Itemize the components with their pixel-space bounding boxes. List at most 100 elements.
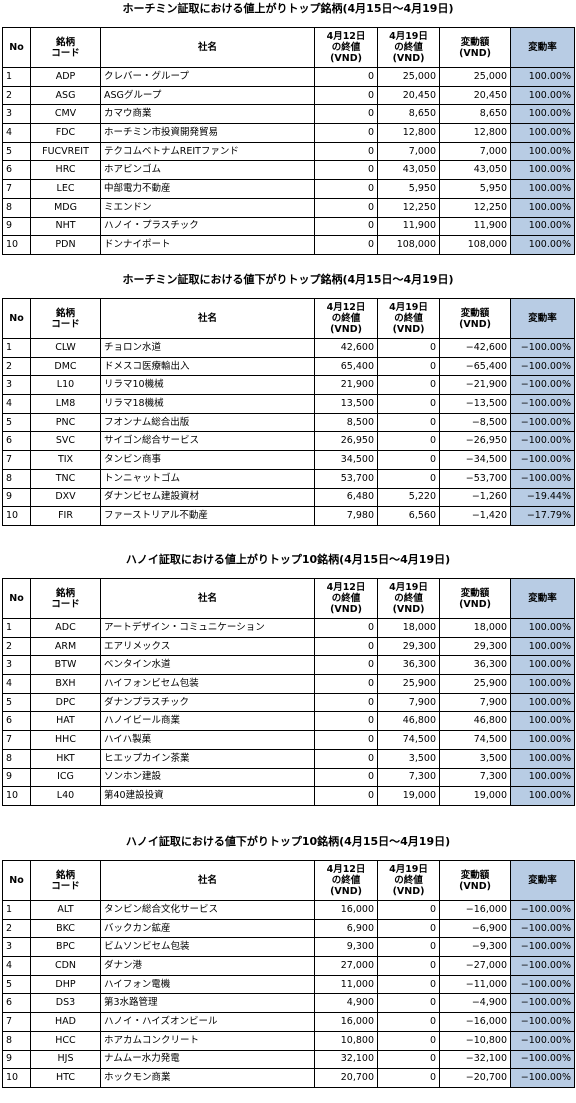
table-cell: 36,300: [377, 655, 440, 676]
table-section: ホーチミン証取における値下がりトップ銘柄(4月15日～4月19日) No 銘柄 コー…: [0, 271, 576, 526]
table-cell: −19.44%: [510, 487, 575, 508]
table-cell: ハイフォンビセム包装: [100, 674, 315, 694]
table-cell: 25,000: [439, 67, 511, 87]
header-cell: 社名: [100, 298, 315, 339]
table-cell: 7: [2, 1012, 31, 1032]
header-cell: 4月12日 の終値 (VND): [314, 298, 378, 339]
table-cell: −1,420: [439, 506, 511, 526]
table-row: 9 HJS ナムムー水力発電 32,100 0 −32,100 −100.00%: [2, 1049, 575, 1070]
table-cell: −26,950: [439, 431, 511, 452]
header-cell: No: [2, 298, 31, 339]
table-cell: ナムムー水力発電: [100, 1049, 315, 1070]
table-cell: 10,800: [314, 1030, 378, 1051]
table-cell: −1,260: [439, 487, 511, 508]
table-cell: 0: [314, 692, 378, 713]
table-cell: 8: [2, 748, 31, 769]
table-cell: ホックモン商業: [100, 1068, 315, 1088]
table-cell: DMC: [30, 356, 101, 377]
table-cell: −100.00%: [510, 900, 575, 920]
table-cell: HKT: [30, 748, 101, 769]
table-cell: 0: [314, 235, 378, 255]
table-cell: 2: [2, 356, 31, 377]
table-cell: −100.00%: [510, 412, 575, 433]
table-cell: ダナン港: [100, 956, 315, 976]
table-cell: 9: [2, 216, 31, 237]
table-cell: 0: [314, 197, 378, 218]
header-cell: 4月12日 の終値 (VND): [314, 27, 378, 68]
header-row: No 銘柄 コード 社名 4月12日 の終値 (VND) 4月19日 の終値 (VND)…: [2, 578, 575, 619]
table-cell: 8,650: [439, 104, 511, 125]
table-cell: アートデザイン・コミュニケーション: [100, 618, 315, 638]
table-row: 10 PDN ドンナイポート 0 108,000 108,000 100.00%: [2, 235, 575, 255]
header-cell: No: [2, 860, 31, 901]
table-cell: ハノイ・プラスチック: [100, 216, 315, 237]
table-cell: HTC: [30, 1068, 101, 1088]
table-cell: 100.00%: [510, 67, 575, 87]
table-cell: カマウ商業: [100, 104, 315, 125]
table-cell: 9: [2, 767, 31, 788]
table-row: 3 CMV カマウ商業 0 8,650 8,650 100.00%: [2, 104, 575, 125]
header-cell: 4月12日 の終値 (VND): [314, 860, 378, 901]
table-cell: ALT: [30, 900, 101, 920]
data-table: No 銘柄 コード 社名 4月12日 の終値 (VND) 4月19日 の終値 (VND)…: [2, 27, 575, 255]
table-row: 9 NHT ハノイ・プラスチック 0 11,900 11,900 100.00%: [2, 216, 575, 237]
table-cell: 74,500: [439, 730, 511, 750]
table-cell: 0: [314, 748, 378, 769]
table-cell: BTW: [30, 655, 101, 676]
table-row: 6 HRC ホアビンゴム 0 43,050 43,050 100.00%: [2, 160, 575, 181]
table-cell: 26,950: [314, 431, 378, 452]
table-cell: −100.00%: [510, 956, 575, 976]
table-cell: 0: [377, 1068, 440, 1088]
table-cell: 5,950: [439, 179, 511, 199]
table-cell: 6,480: [314, 487, 378, 508]
table-cell: 第3水路管理: [100, 993, 315, 1014]
table-cell: 6: [2, 431, 31, 452]
header-cell: 変動率: [510, 27, 575, 68]
table-cell: HAD: [30, 1012, 101, 1032]
table-cell: −100.00%: [510, 1030, 575, 1051]
table-cell: 16,000: [314, 900, 378, 920]
table-cell: 20,450: [377, 85, 440, 106]
table-cell: 29,300: [439, 636, 511, 657]
table-row: 7 TIX タンビン商事 34,500 0 −34,500 −100.00%: [2, 450, 575, 470]
table-row: 3 BPC ビムソンビセム包装 9,300 0 −9,300 −100.00%: [2, 937, 575, 958]
table-row: 4 FDC ホーチミン市投資開発貿易 0 12,800 12,800 100.00%: [2, 123, 575, 143]
table-cell: 0: [377, 1012, 440, 1032]
table-cell: 0: [377, 900, 440, 920]
table-title: ホーチミン証取における値上がりトップ銘柄(4月15日～4月19日): [122, 2, 454, 15]
table-row: 8 HCC ホアカムコンクリート 10,800 0 −10,800 −100.00%: [2, 1030, 575, 1051]
table-cell: フオンナム総合出版: [100, 412, 315, 433]
table-cell: 100.00%: [510, 160, 575, 181]
table-cell: 18,000: [439, 618, 511, 638]
table-cell: −20,700: [439, 1068, 511, 1088]
table-cell: ソンホン建設: [100, 767, 315, 788]
table-cell: 12,250: [377, 197, 440, 218]
table-cell: −16,000: [439, 900, 511, 920]
table-cell: −100.00%: [510, 974, 575, 995]
table-cell: L10: [30, 375, 101, 396]
table-cell: 1: [2, 618, 31, 638]
table-cell: PDN: [30, 235, 101, 255]
table-cell: 0: [314, 711, 378, 732]
header-cell: 社名: [100, 578, 315, 619]
table-cell: ADP: [30, 67, 101, 87]
table-row: 6 DS3 第3水路管理 4,900 0 −4,900 −100.00%: [2, 993, 575, 1014]
table-cell: MDG: [30, 197, 101, 218]
table-cell: 0: [377, 338, 440, 358]
table-row: 8 MDG ミエンドン 0 12,250 12,250 100.00%: [2, 197, 575, 218]
table-row: 1 ADP クレバー・グループ 0 25,000 25,000 100.00%: [2, 67, 575, 87]
table-cell: 5: [2, 141, 31, 162]
table-cell: 0: [314, 67, 378, 87]
table-cell: 100.00%: [510, 674, 575, 694]
table-row: 2 DMC ドメスコ医療輸出入 65,400 0 −65,400 −100.00%: [2, 356, 575, 377]
table-cell: 4: [2, 956, 31, 976]
table-cell: −100.00%: [510, 431, 575, 452]
table-cell: −13,500: [439, 394, 511, 414]
table-cell: FIR: [30, 506, 101, 526]
table-row: 5 FUCVREIT テクコムベトナムREITファンド 0 7,000 7,000 100.…: [2, 141, 575, 162]
table-cell: リラマ18機械: [100, 394, 315, 414]
table-cell: 7,000: [377, 141, 440, 162]
table-cell: TIX: [30, 450, 101, 470]
table-cell: ホーチミン市投資開発貿易: [100, 123, 315, 143]
table-cell: 9: [2, 1049, 31, 1070]
